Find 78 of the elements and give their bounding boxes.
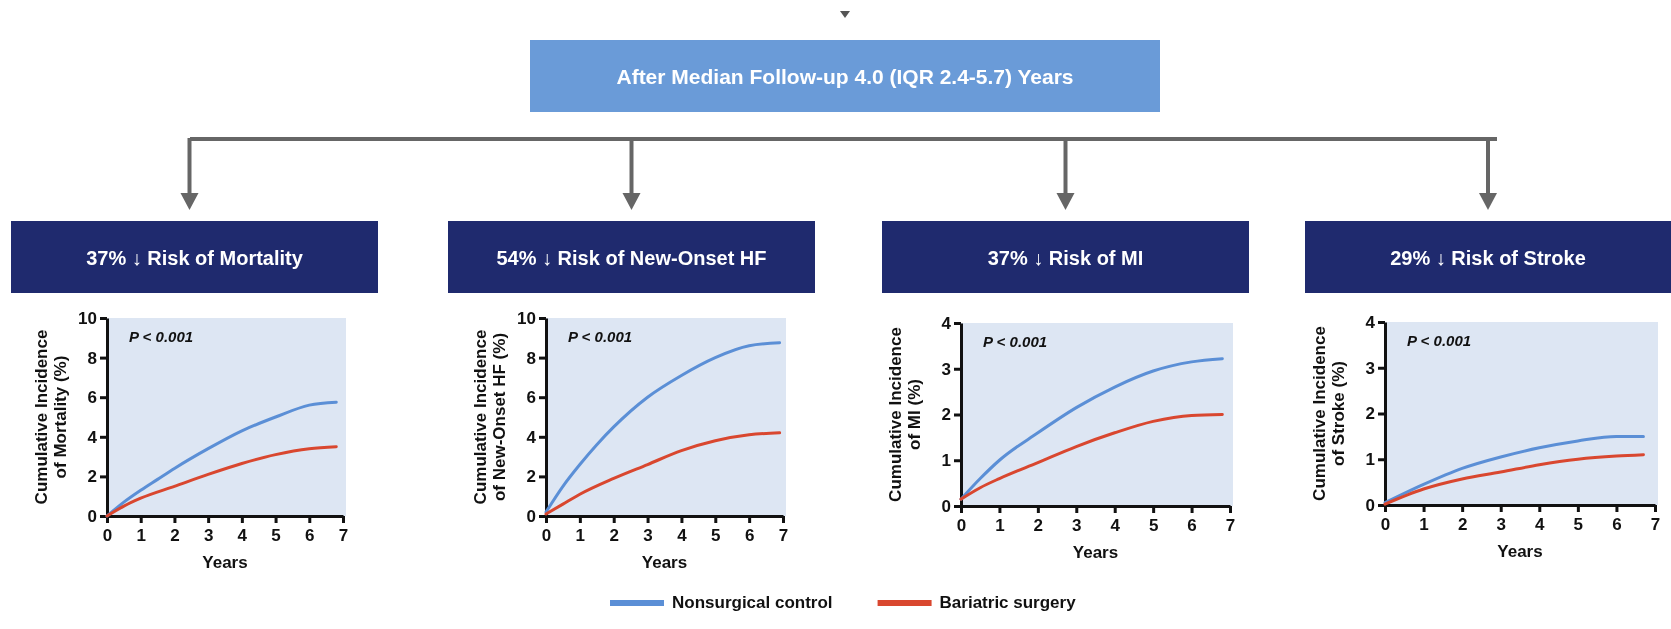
y-tick-label: 8 [526,348,536,368]
y-tick-label: 10 [78,308,97,328]
line-series [544,341,782,514]
x-tick-label: 5 [1148,516,1159,536]
x-tick-label: 0 [956,516,967,536]
line-series [105,445,338,518]
x-tick-label: 3 [1496,515,1506,535]
annotation: P < 0.001 [1407,332,1472,349]
line-series [1383,453,1645,506]
x-tick-label: 1 [575,526,586,546]
x-tick-label: 1 [1419,515,1429,535]
line-series [105,400,338,518]
annotation: P < 0.001 [983,333,1048,350]
y-tick-label: 4 [941,313,952,333]
x-tick-label: 7 [778,526,789,546]
x-tick-label: 4 [1110,516,1121,536]
y-axis-title: Cumulative Incidence of MI (%) [886,327,924,502]
y-tick-label: 3 [941,359,951,379]
annotation: P < 0.001 [568,328,633,345]
chart-title: 54% ↓ Risk of New-Onset HF [496,247,767,269]
x-tick-label: 0 [102,526,113,546]
x-tick-label: 5 [271,526,281,546]
x-tick-label: 3 [1072,516,1082,536]
x-tick-label: 7 [1225,516,1236,536]
legend-label: Bariatric surgery [939,593,1077,612]
y-axis-title: Cumulative Incidence of Mortality (%) [32,329,70,505]
legend-label: Nonsurgical control [672,593,833,612]
line-series [1383,434,1645,505]
x-tick-label: 6 [1612,515,1622,535]
x-tick-label: 1 [136,526,146,546]
x-axis-title: Years [202,553,248,572]
x-tick-label: 0 [541,526,552,546]
y-tick-label: 10 [517,308,536,328]
line-series [959,357,1224,501]
y-axis-title: Cumulative Incidence of Stroke (%) [1310,326,1348,501]
x-tick-label: 6 [1187,516,1197,536]
x-tick-label: 4 [677,526,688,546]
x-tick-label: 6 [305,526,315,546]
annotation: P < 0.001 [129,328,194,345]
x-tick-label: 1 [995,516,1005,536]
x-axis-title: Years [1497,542,1543,561]
x-tick-label: 3 [203,526,214,546]
x-tick-label: 7 [338,526,349,546]
y-tick-label: 0 [941,496,951,516]
y-tick-label: 6 [87,388,97,408]
chart-title: 29% ↓ Risk of Stroke [1390,247,1586,269]
y-tick-label: 3 [1365,358,1375,378]
x-tick-label: 4 [1535,515,1546,535]
y-tick-label: 1 [941,451,951,471]
x-tick-label: 2 [609,526,619,546]
x-tick-label: 6 [744,526,755,546]
chart-title: 37% ↓ Risk of Mortality [86,247,304,269]
x-tick-label: 7 [1650,515,1661,535]
y-tick-label: 0 [1365,495,1375,515]
y-tick-label: 8 [87,348,97,368]
y-tick-label: 4 [1365,312,1376,332]
chart-title: 37% ↓ Risk of MI [987,247,1144,269]
x-tick-label: 5 [711,526,721,546]
y-axis-title: Cumulative Incidence of New-Onset HF (%) [471,329,509,505]
y-tick-label: 4 [526,427,537,447]
line-series [959,413,1224,501]
y-tick-label: 2 [526,467,536,487]
x-tick-label: 5 [1573,515,1584,535]
y-tick-label: 2 [87,467,97,487]
y-tick-label: 2 [1365,404,1375,424]
text: After Median Follow-up 4.0 (IQR 2.4-5.7) Years [616,65,1074,88]
x-axis-title: Years [641,553,688,572]
y-tick-label: 1 [1365,450,1375,470]
y-tick-label: 6 [526,388,536,408]
x-tick-label: 0 [1380,515,1391,535]
x-axis-title: Years [1072,543,1119,562]
x-tick-label: 2 [170,526,180,546]
x-tick-label: 2 [1457,515,1468,535]
y-tick-label: 2 [941,405,951,425]
x-tick-label: 4 [237,526,248,546]
y-tick-label: 4 [87,427,98,447]
x-tick-label: 2 [1033,516,1044,536]
x-tick-label: 3 [643,526,653,546]
